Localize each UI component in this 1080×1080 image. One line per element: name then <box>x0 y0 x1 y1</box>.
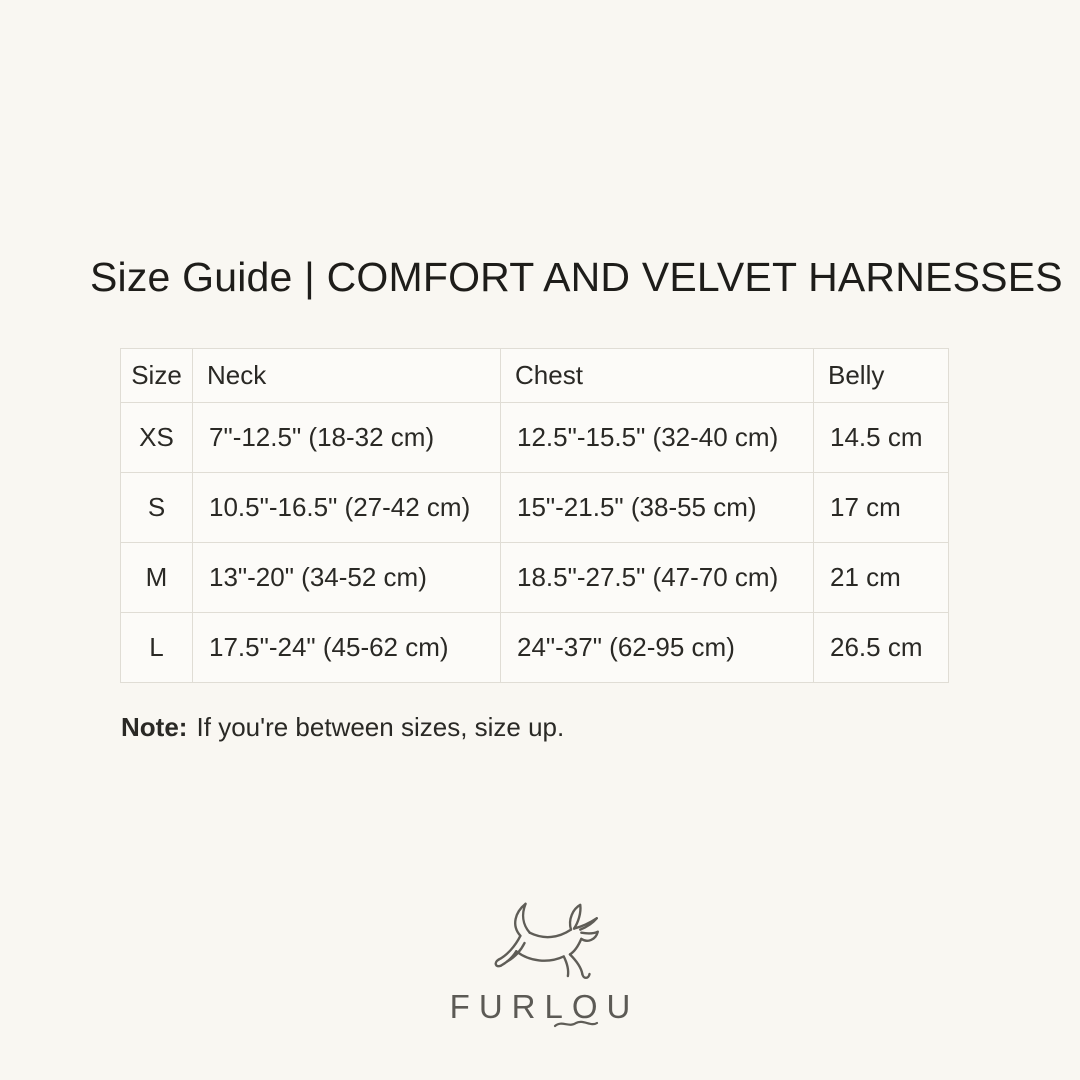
wave-icon <box>553 1020 599 1028</box>
cell-belly: 14.5 cm <box>813 402 949 473</box>
cell-belly: 17 cm <box>813 472 949 543</box>
cell-size: L <box>120 612 193 683</box>
cell-size: M <box>120 542 193 613</box>
brand-logo: FURLOU <box>0 898 1080 1028</box>
header-chest: Chest <box>500 348 814 403</box>
table-row-m: M 13"-20" (34-52 cm) 18.5"-27.5" (47-70 … <box>120 542 949 613</box>
cell-belly: 26.5 cm <box>813 612 949 683</box>
header-belly: Belly <box>813 348 949 403</box>
cell-chest: 24"-37" (62-95 cm) <box>500 612 814 683</box>
cell-neck: 13"-20" (34-52 cm) <box>192 542 501 613</box>
cell-neck: 7"-12.5" (18-32 cm) <box>192 402 501 473</box>
header-size: Size <box>120 348 193 403</box>
cell-chest: 18.5"-27.5" (47-70 cm) <box>500 542 814 613</box>
cell-belly: 21 cm <box>813 542 949 613</box>
running-dog-icon <box>476 898 604 986</box>
page-title: Size Guide | COMFORT AND VELVET HARNESSE… <box>90 254 1063 300</box>
note-label: Note: <box>121 712 188 742</box>
cell-size: XS <box>120 402 193 473</box>
table-row-s: S 10.5"-16.5" (27-42 cm) 15"-21.5" (38-5… <box>120 472 949 543</box>
sizing-note: Note: If you're between sizes, size up. <box>121 712 564 743</box>
cell-neck: 10.5"-16.5" (27-42 cm) <box>192 472 501 543</box>
brand-wordmark: FURLOU <box>441 988 640 1028</box>
table-header-row: Size Neck Chest Belly <box>120 348 949 403</box>
size-table-container: Size Neck Chest Belly XS 7"-12.5" (18-32… <box>120 348 949 683</box>
table-row-l: L 17.5"-24" (45-62 cm) 24"-37" (62-95 cm… <box>120 612 949 683</box>
size-table: Size Neck Chest Belly XS 7"-12.5" (18-32… <box>120 348 949 683</box>
cell-size: S <box>120 472 193 543</box>
note-text: If you're between sizes, size up. <box>196 712 565 742</box>
cell-chest: 15"-21.5" (38-55 cm) <box>500 472 814 543</box>
brand-name: FURLOU <box>449 988 640 1025</box>
cell-neck: 17.5"-24" (45-62 cm) <box>192 612 501 683</box>
header-neck: Neck <box>192 348 501 403</box>
cell-chest: 12.5"-15.5" (32-40 cm) <box>500 402 814 473</box>
table-row-xs: XS 7"-12.5" (18-32 cm) 12.5"-15.5" (32-4… <box>120 402 949 473</box>
